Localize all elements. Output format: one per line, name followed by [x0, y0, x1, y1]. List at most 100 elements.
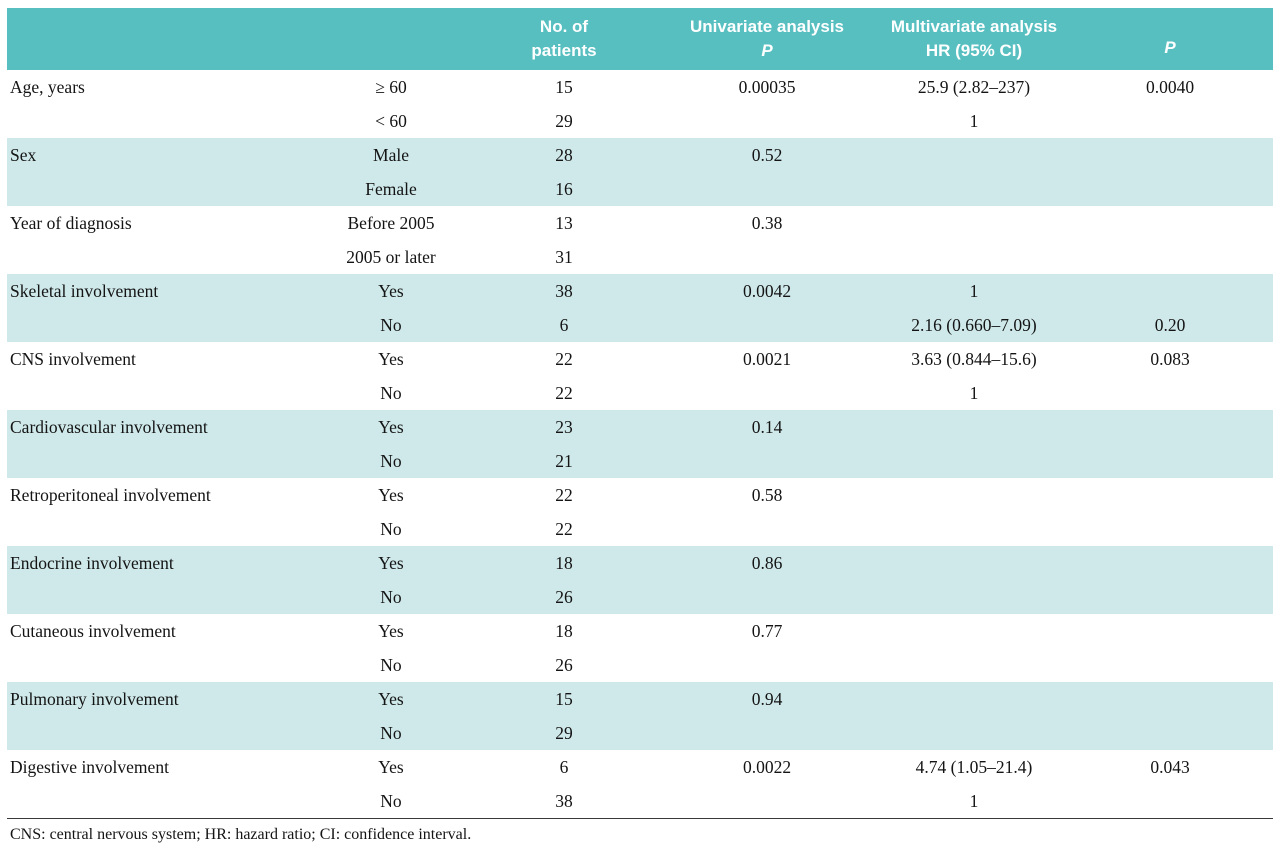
- hr-cell: 25.9 (2.82–237): [881, 70, 1067, 104]
- multivariate-p-cell: [1067, 104, 1273, 138]
- category-cell: Male: [307, 138, 475, 172]
- category-cell: No: [307, 308, 475, 342]
- table-row: Female 16: [7, 172, 1273, 206]
- multivariate-p-cell: 0.20: [1067, 308, 1273, 342]
- variable-cell: Endocrine involvement: [7, 546, 307, 580]
- hr-cell: [881, 444, 1067, 478]
- hr-cell: [881, 614, 1067, 648]
- variable-cell: [7, 512, 307, 546]
- variable-cell: Retroperitoneal involvement: [7, 478, 307, 512]
- multivariate-p-cell: [1067, 274, 1273, 308]
- table-row: No 22 1: [7, 376, 1273, 410]
- category-cell: Yes: [307, 682, 475, 716]
- table-header: No. of patients Univariate analysis P Mu…: [7, 8, 1273, 70]
- hr-cell: [881, 546, 1067, 580]
- patients-cell: 28: [475, 138, 653, 172]
- variable-cell: Sex: [7, 138, 307, 172]
- patients-cell: 29: [475, 104, 653, 138]
- variable-cell: Year of diagnosis: [7, 206, 307, 240]
- multivariate-p-cell: [1067, 376, 1273, 410]
- hr-cell: 4.74 (1.05–21.4): [881, 750, 1067, 784]
- category-cell: No: [307, 444, 475, 478]
- univariate-p-cell: [653, 716, 881, 750]
- header-patients-line1: No. of: [539, 17, 589, 36]
- variable-cell: [7, 716, 307, 750]
- table-row: No 26: [7, 580, 1273, 614]
- univariate-p-cell: [653, 308, 881, 342]
- variable-cell: Pulmonary involvement: [7, 682, 307, 716]
- hr-cell: [881, 240, 1067, 274]
- header-univariate-title: Univariate analysis: [689, 17, 845, 36]
- table-row: No 6 2.16 (0.660–7.09) 0.20: [7, 308, 1273, 342]
- table-row: 2005 or later 31: [7, 240, 1273, 274]
- hr-cell: 3.63 (0.844–15.6): [881, 342, 1067, 376]
- category-cell: No: [307, 648, 475, 682]
- multivariate-p-cell: [1067, 478, 1273, 512]
- patients-cell: 22: [475, 376, 653, 410]
- patients-cell: 15: [475, 70, 653, 104]
- hr-cell: 2.16 (0.660–7.09): [881, 308, 1067, 342]
- univariate-p-cell: [653, 648, 881, 682]
- hr-cell: [881, 512, 1067, 546]
- header-category: [307, 8, 475, 70]
- table-row: Sex Male 28 0.52: [7, 138, 1273, 172]
- multivariate-p-cell: [1067, 410, 1273, 444]
- univariate-p-cell: 0.58: [653, 478, 881, 512]
- multivariate-p-cell: [1067, 580, 1273, 614]
- table-body: Age, years ≥ 60 15 0.00035 25.9 (2.82–237) 0.…: [7, 70, 1273, 819]
- patients-cell: 23: [475, 410, 653, 444]
- header-multivariate: Multivariate analysis HR (95% CI): [881, 8, 1067, 70]
- patients-cell: 22: [475, 342, 653, 376]
- multivariate-p-cell: [1067, 648, 1273, 682]
- univariate-p-cell: [653, 376, 881, 410]
- univariate-p-cell: [653, 172, 881, 206]
- category-cell: Yes: [307, 546, 475, 580]
- patients-cell: 38: [475, 784, 653, 819]
- hr-cell: 1: [881, 376, 1067, 410]
- table-row: No 26: [7, 648, 1273, 682]
- table-row: No 29: [7, 716, 1273, 750]
- multivariate-p-cell: 0.0040: [1067, 70, 1273, 104]
- variable-cell: [7, 648, 307, 682]
- analysis-table: No. of patients Univariate analysis P Mu…: [7, 8, 1273, 819]
- category-cell: < 60: [307, 104, 475, 138]
- variable-cell: [7, 172, 307, 206]
- univariate-p-cell: [653, 444, 881, 478]
- category-cell: No: [307, 716, 475, 750]
- category-cell: Yes: [307, 274, 475, 308]
- category-cell: 2005 or later: [307, 240, 475, 274]
- univariate-p-cell: 0.94: [653, 682, 881, 716]
- multivariate-p-cell: [1067, 172, 1273, 206]
- category-cell: No: [307, 512, 475, 546]
- table-row: < 60 29 1: [7, 104, 1273, 138]
- univariate-p-cell: 0.0042: [653, 274, 881, 308]
- patients-cell: 15: [475, 682, 653, 716]
- multivariate-p-cell: [1067, 206, 1273, 240]
- variable-cell: [7, 784, 307, 819]
- hr-cell: 1: [881, 104, 1067, 138]
- multivariate-p-cell: [1067, 512, 1273, 546]
- table-row: Year of diagnosis Before 2005 13 0.38: [7, 206, 1273, 240]
- variable-cell: [7, 240, 307, 274]
- patients-cell: 38: [475, 274, 653, 308]
- table-row: No 38 1: [7, 784, 1273, 819]
- table-row: No 22: [7, 512, 1273, 546]
- header-variable: [7, 8, 307, 70]
- table-row: No 21: [7, 444, 1273, 478]
- header-univariate-p: P: [761, 41, 773, 60]
- category-cell: Female: [307, 172, 475, 206]
- variable-cell: Digestive involvement: [7, 750, 307, 784]
- header-multivariate-p: P: [1067, 8, 1273, 70]
- table-row: CNS involvement Yes 22 0.0021 3.63 (0.844–15…: [7, 342, 1273, 376]
- category-cell: Before 2005: [307, 206, 475, 240]
- patients-cell: 22: [475, 478, 653, 512]
- univariate-p-cell: 0.0021: [653, 342, 881, 376]
- patients-cell: 13: [475, 206, 653, 240]
- table-row: Cutaneous involvement Yes 18 0.77: [7, 614, 1273, 648]
- hr-cell: [881, 478, 1067, 512]
- table-footnote: CNS: central nervous system; HR: hazard …: [10, 826, 472, 843]
- hr-cell: [881, 172, 1067, 206]
- multivariate-p-cell: [1067, 240, 1273, 274]
- patients-cell: 21: [475, 444, 653, 478]
